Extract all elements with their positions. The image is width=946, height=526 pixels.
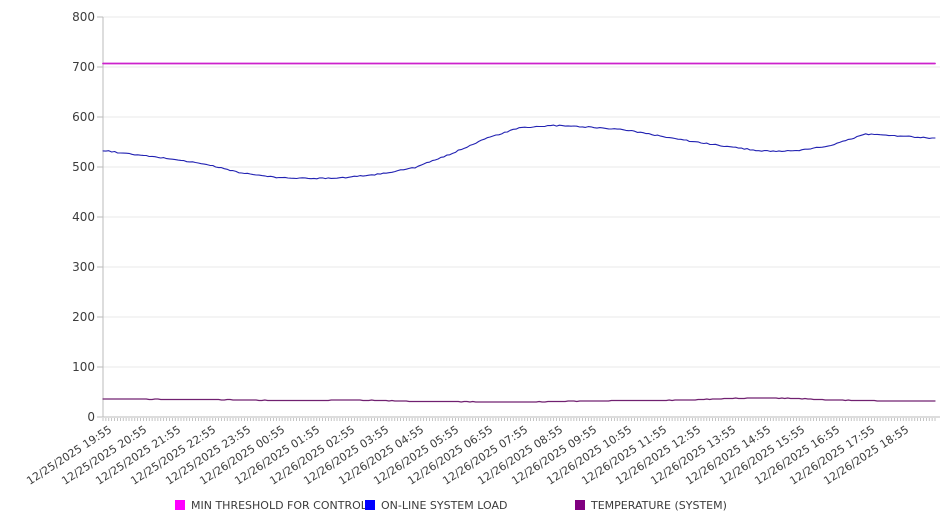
legend-item-temperature: TEMPERATURE (SYSTEM) [575, 498, 727, 512]
y-tick-label: 200 [72, 310, 95, 324]
legend-item-min-threshold: MIN THRESHOLD FOR CONTROL [175, 498, 367, 512]
y-tick-label: 100 [72, 360, 95, 374]
series-path-on-line-system-load [102, 124, 936, 180]
series-path-temperature-system- [102, 397, 936, 403]
legend-label-temperature: TEMPERATURE (SYSTEM) [591, 498, 727, 512]
y-tick-label: 500 [72, 160, 95, 174]
y-tick-label: 0 [87, 410, 95, 424]
legend-item-system-load: ON-LINE SYSTEM LOAD [365, 498, 507, 512]
y-tick-label: 600 [72, 110, 95, 124]
y-tick-label: 300 [72, 260, 95, 274]
legend-swatch-system-load [365, 500, 375, 510]
legend-label-system-load: ON-LINE SYSTEM LOAD [381, 498, 508, 512]
y-tick-label: 400 [72, 210, 95, 224]
y-tick-label: 700 [72, 60, 95, 74]
legend-swatch-temperature [575, 500, 585, 510]
y-tick-label: 800 [72, 10, 95, 24]
chart-legend: MIN THRESHOLD FOR CONTROL ON-LINE SYSTEM… [0, 497, 946, 513]
legend-swatch-min-threshold [175, 500, 185, 510]
legend-label-min-threshold: MIN THRESHOLD FOR CONTROL [191, 498, 367, 512]
